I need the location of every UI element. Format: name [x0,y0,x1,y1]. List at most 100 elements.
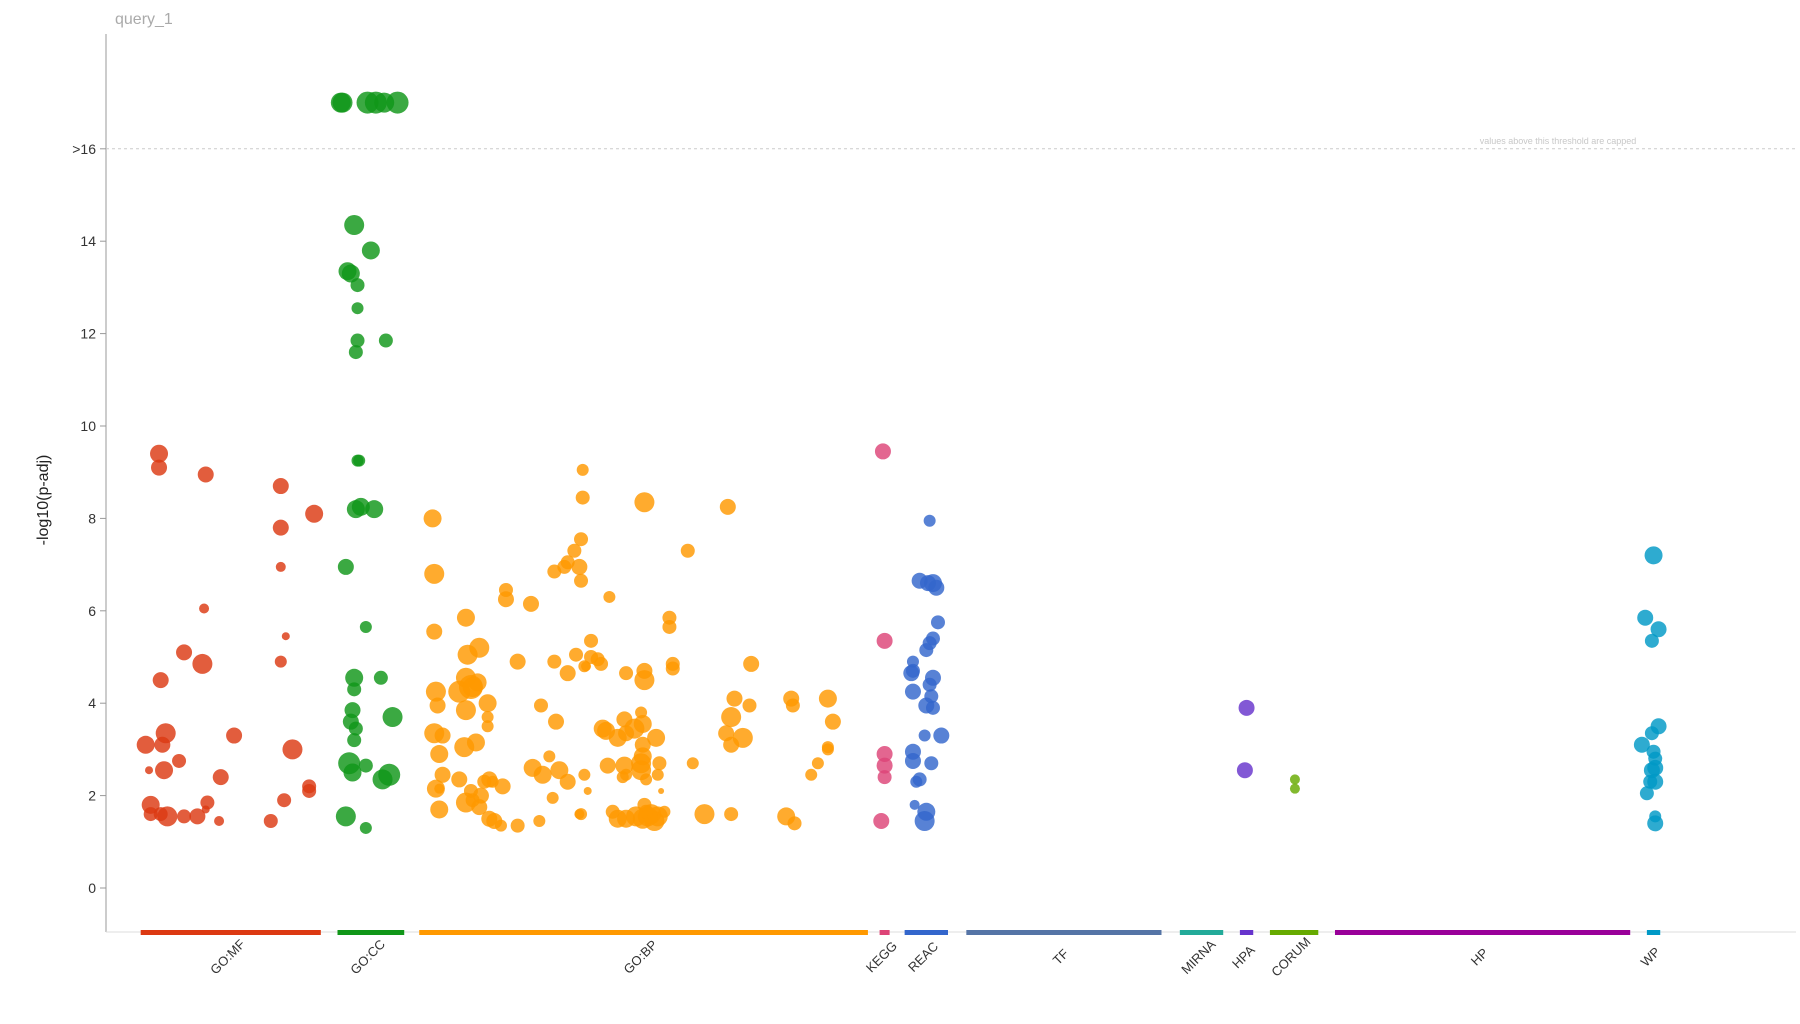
data-point [925,700,940,715]
data-point [721,707,742,728]
category-label: CORUM [1268,934,1313,979]
data-point [189,808,206,825]
category-label: MIRNA [1178,936,1218,976]
data-point [277,793,292,808]
data-point [922,677,937,692]
data-point [434,727,451,744]
data-point [351,302,364,315]
data-point [583,786,592,795]
data-point [275,561,286,572]
data-point [494,819,507,832]
data-point [263,814,278,829]
data-point [471,799,488,816]
y-axis-label: -log10(p-adj) [35,455,52,546]
data-point [197,466,214,483]
category-label: GO:BP [621,937,661,977]
y-tick-label: 0 [88,880,96,896]
data-point [919,643,934,658]
data-point [469,637,490,658]
data-point [724,807,739,822]
data-point [347,682,362,697]
data-point [569,647,584,662]
data-point [567,543,582,558]
data-point [145,766,154,775]
data-point [274,655,287,668]
data-point [574,573,589,588]
data-point [332,92,353,113]
data-point [534,698,548,713]
category-bar [966,930,1162,935]
data-point [619,666,634,681]
data-point [481,711,494,724]
data-point [1637,609,1654,626]
data-point [478,694,497,713]
data-point [665,656,680,671]
data-point [152,672,169,689]
data-point [226,727,243,744]
data-point [548,713,565,730]
threshold-note: values above this threshold are capped [1480,136,1637,146]
data-point [305,504,324,523]
data-point [686,757,699,770]
y-ticks: 0 2 4 6 8 10 12 14 >16 [72,141,106,896]
data-point [494,778,511,795]
data-point [785,698,800,713]
data-point [618,725,635,742]
data-point [640,773,653,786]
data-point [547,654,562,669]
data-point [876,746,893,763]
category-label: TF [1050,946,1072,968]
data-point [386,91,409,114]
y-tick-label: 12 [80,326,96,342]
data-point [584,633,599,648]
category-label: WP [1638,944,1663,969]
data-point [176,644,193,661]
data-point [429,697,446,714]
data-point [874,443,891,460]
category-labels: GO:MF GO:CC GO:BP KEGG REAC TF MIRNA HPA CORUM HP… [207,934,1663,979]
data-point [382,707,403,728]
data-point [636,662,653,679]
data-point [742,698,757,713]
data-point [652,756,667,771]
data-point [662,619,677,634]
data-point [192,653,213,674]
data-point [930,615,945,630]
data-point [282,739,303,760]
data-point [172,753,187,768]
data-point [1238,699,1255,716]
data-point [451,771,468,788]
data-point [818,689,837,708]
data-point [903,665,920,682]
data-point [335,806,356,827]
data-point [635,706,648,719]
data-point [359,620,372,633]
data-point [1647,773,1664,790]
category-label: KEGG [863,938,900,975]
data-point [811,757,824,770]
data-point [726,690,743,707]
data-point [647,728,666,747]
data-point [372,769,393,790]
data-point [923,514,936,527]
data-point [348,345,363,360]
category-label: GO:MF [207,936,248,977]
category-bar [904,930,948,935]
category-label: REAC [905,939,941,975]
data-point [914,811,935,832]
data-point [576,463,589,476]
category-label: HP [1468,945,1491,968]
data-point [424,563,445,584]
data-point [787,816,802,831]
data-point [434,783,445,794]
data-point [571,558,588,575]
data-point [136,735,155,754]
data-point [337,558,354,575]
category-bar [337,930,405,935]
data-point [633,714,652,733]
data-point [423,509,442,528]
category-bar [419,930,868,935]
data-point [581,661,592,672]
data-point [904,752,921,769]
